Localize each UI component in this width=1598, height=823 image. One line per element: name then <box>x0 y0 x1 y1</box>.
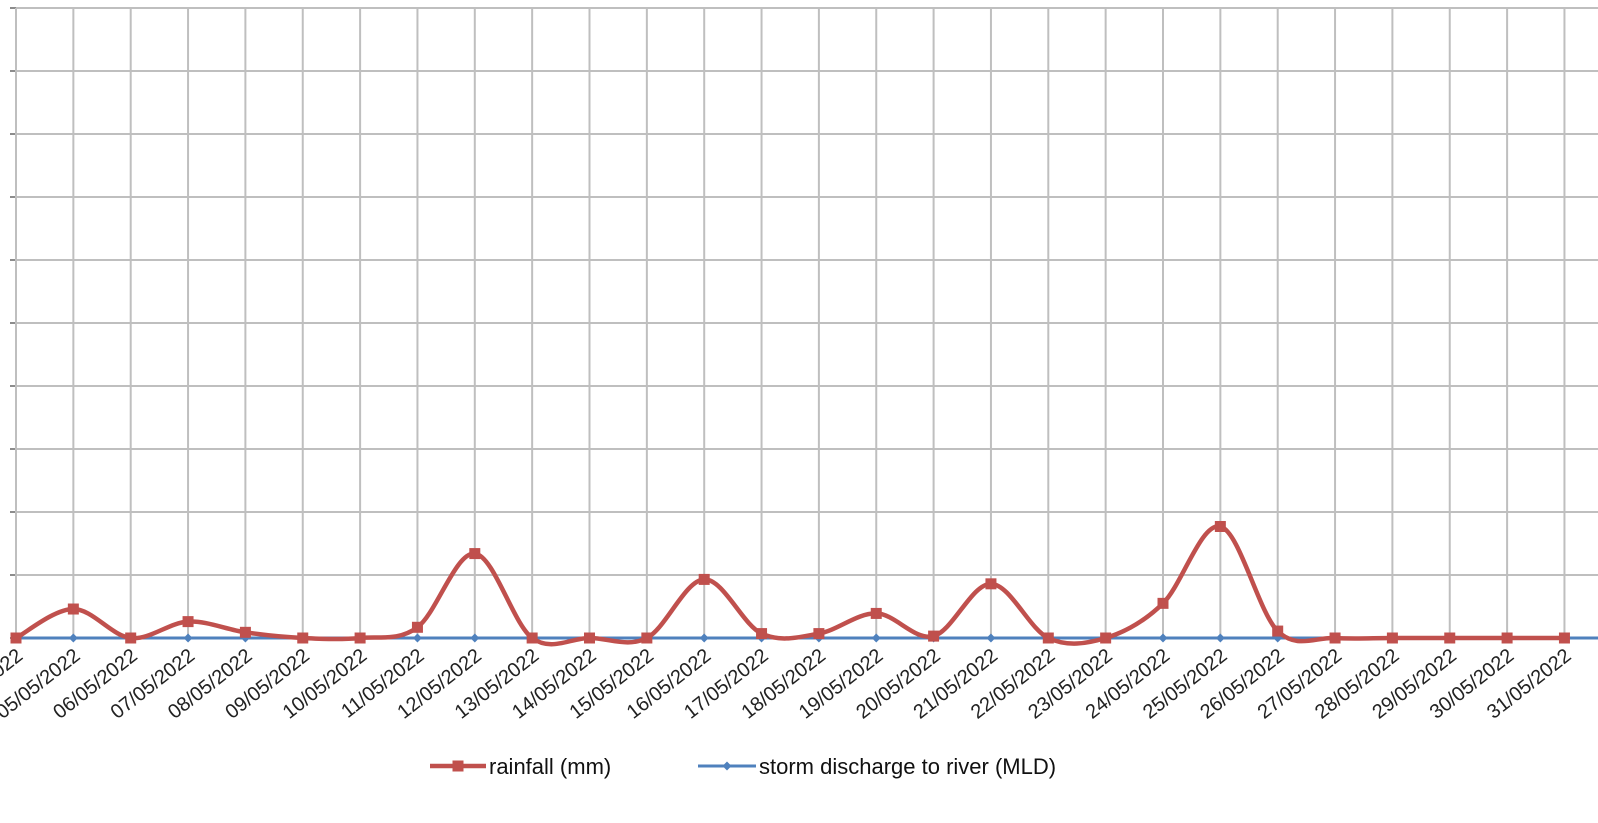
legend-label: storm discharge to river (MLD) <box>759 754 1056 779</box>
data-point-rainfall-mm <box>584 633 595 644</box>
data-point-rainfall-mm <box>1559 633 1570 644</box>
data-point-rainfall-mm <box>125 633 136 644</box>
legend: rainfall (mm) storm discharge to river (M… <box>430 754 1056 779</box>
data-point-storm-discharge-to-river-mld <box>413 634 422 643</box>
data-point-storm-discharge-to-river-mld <box>184 634 193 643</box>
data-point-rainfall-mm <box>813 628 824 639</box>
data-point-rainfall-mm <box>297 633 308 644</box>
data-point-rainfall-mm <box>1043 633 1054 644</box>
data-point-storm-discharge-to-river-mld <box>470 634 479 643</box>
data-point-rainfall-mm <box>1158 598 1169 609</box>
series-lines <box>11 521 1598 644</box>
gridlines <box>10 8 1598 638</box>
data-point-rainfall-mm <box>240 627 251 638</box>
data-point-rainfall-mm <box>641 633 652 644</box>
data-point-rainfall-mm <box>1100 633 1111 644</box>
data-point-rainfall-mm <box>183 616 194 627</box>
data-point-rainfall-mm <box>469 548 480 559</box>
data-point-rainfall-mm <box>871 608 882 619</box>
data-point-rainfall-mm <box>985 578 996 589</box>
data-point-rainfall-mm <box>699 574 710 585</box>
data-point-storm-discharge-to-river-mld <box>69 634 78 643</box>
data-point-rainfall-mm <box>527 633 538 644</box>
data-point-storm-discharge-to-river-mld <box>1159 634 1168 643</box>
x-axis-tick-labels: 04/05/202205/05/202206/05/202207/05/2022… <box>0 645 1576 724</box>
data-point-rainfall-mm <box>1215 521 1226 532</box>
series-line-rainfall-mm <box>16 526 1564 644</box>
data-point-rainfall-mm <box>11 633 22 644</box>
legend-marker <box>453 761 464 772</box>
legend-item-rainfall-mm: rainfall (mm) <box>430 754 611 779</box>
legend-label: rainfall (mm) <box>489 754 611 779</box>
data-point-rainfall-mm <box>1387 633 1398 644</box>
data-point-rainfall-mm <box>1330 633 1341 644</box>
data-point-rainfall-mm <box>68 604 79 615</box>
data-point-rainfall-mm <box>355 633 366 644</box>
data-point-storm-discharge-to-river-mld <box>1216 634 1225 643</box>
data-point-rainfall-mm <box>928 631 939 642</box>
data-point-rainfall-mm <box>1502 633 1513 644</box>
data-point-storm-discharge-to-river-mld <box>986 634 995 643</box>
data-point-rainfall-mm <box>412 622 423 633</box>
data-point-rainfall-mm <box>1444 633 1455 644</box>
data-point-storm-discharge-to-river-mld <box>872 634 881 643</box>
legend-marker <box>723 762 732 771</box>
data-point-rainfall-mm <box>756 628 767 639</box>
legend-item-storm-discharge-to-river-mld: storm discharge to river (MLD) <box>698 754 1056 779</box>
data-point-rainfall-mm <box>1272 626 1283 637</box>
data-point-storm-discharge-to-river-mld <box>700 634 709 643</box>
